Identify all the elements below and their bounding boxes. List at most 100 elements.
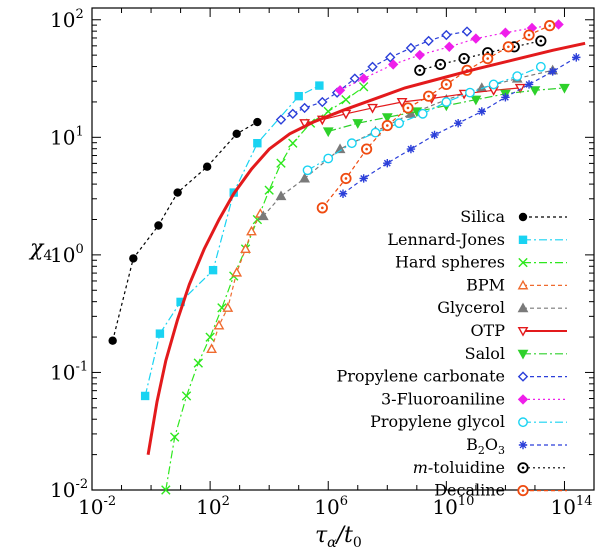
data-point xyxy=(488,79,499,90)
y-tick-label: 102 xyxy=(50,7,84,32)
data-point xyxy=(264,185,274,195)
data-point xyxy=(323,153,334,164)
series-silica xyxy=(108,117,262,345)
data-point xyxy=(381,119,393,132)
legend-marker xyxy=(517,371,529,382)
series-hard-spheres xyxy=(161,82,369,495)
legend-marker xyxy=(517,349,529,360)
data-point xyxy=(315,81,324,90)
data-point xyxy=(176,297,185,307)
data-point xyxy=(155,329,165,338)
data-point xyxy=(512,71,523,82)
legend-entry: Lennard-Jones xyxy=(387,230,567,249)
data-point xyxy=(385,52,396,63)
data-point xyxy=(423,90,435,102)
data-point xyxy=(406,144,416,154)
legend-label: Propylene glycol xyxy=(370,412,505,431)
x-tick-label: 106 xyxy=(314,494,348,519)
legend-marker xyxy=(518,257,528,268)
data-point xyxy=(470,33,482,44)
legend-entry: BPM xyxy=(466,275,567,294)
y-tick-label: 101 xyxy=(50,124,84,149)
legend-label: B2O3 xyxy=(466,435,505,457)
y-tick-label: 10-2 xyxy=(50,477,88,502)
data-point xyxy=(154,221,163,230)
series-3-fluoroaniline xyxy=(334,19,564,96)
x-tick-label: 1014 xyxy=(550,494,592,519)
legend-marker xyxy=(518,212,528,222)
legend-label: Salol xyxy=(465,344,505,363)
data-point xyxy=(529,86,541,96)
data-point xyxy=(231,266,243,277)
data-point xyxy=(367,61,378,72)
data-point xyxy=(257,210,269,221)
legend-marker xyxy=(517,279,529,290)
series-line xyxy=(262,69,553,217)
data-point xyxy=(535,35,547,47)
y-tick-labels: 10-2 10-1 100 101 102 xyxy=(50,7,88,502)
legend-label: m-toluidine xyxy=(413,458,505,477)
data-point xyxy=(501,93,510,102)
data-point xyxy=(500,27,511,38)
legend-entry: Decaline xyxy=(434,481,567,500)
data-point xyxy=(140,391,150,401)
legend-entry: 3-Fluoroaniline xyxy=(381,389,567,408)
data-point xyxy=(294,91,303,101)
data-point xyxy=(334,85,346,96)
data-point xyxy=(302,165,313,176)
data-point xyxy=(205,332,215,342)
data-point xyxy=(276,158,286,168)
legend-entry: B2O3 xyxy=(466,435,567,457)
series-b-o- xyxy=(338,53,581,198)
x-tick-label: 10-2 xyxy=(78,494,116,519)
legend-marker xyxy=(518,235,528,244)
y-tick-label: 100 xyxy=(50,242,84,267)
series-line xyxy=(144,85,320,397)
data-point xyxy=(470,95,482,106)
data-point xyxy=(548,67,557,76)
data-point xyxy=(349,73,361,84)
data-point xyxy=(396,97,408,108)
legend-entry: Propylene glycol xyxy=(370,412,567,431)
legend-marker xyxy=(518,417,528,428)
y-tick-label: 10-1 xyxy=(50,359,88,384)
legend-label: OTP xyxy=(470,321,505,340)
data-point xyxy=(193,358,204,368)
x-axis-label: τα/t0 xyxy=(315,523,362,551)
data-point xyxy=(524,80,534,89)
data-point xyxy=(358,82,369,92)
data-point xyxy=(381,113,393,123)
data-point xyxy=(370,127,381,138)
data-point xyxy=(417,108,428,119)
plot-frame xyxy=(91,7,595,491)
series-bpm xyxy=(206,208,266,353)
legend-label: Lennard-Jones xyxy=(387,230,505,249)
data-point xyxy=(275,190,287,201)
data-point xyxy=(358,73,369,84)
series-decaline xyxy=(316,20,556,214)
data-point xyxy=(299,172,311,183)
data-point xyxy=(359,174,368,183)
data-point xyxy=(288,138,298,148)
data-point xyxy=(173,188,182,197)
data-point xyxy=(383,158,392,168)
data-point xyxy=(553,19,564,30)
data-point xyxy=(414,49,425,61)
data-point xyxy=(559,83,570,94)
data-point xyxy=(253,138,262,148)
data-point xyxy=(465,87,475,98)
data-point xyxy=(253,117,262,127)
data-point xyxy=(316,202,328,214)
legend-label: Propylene carbonate xyxy=(336,367,505,386)
data-point xyxy=(572,53,581,62)
data-point xyxy=(414,64,426,76)
data-point xyxy=(352,119,364,129)
data-point xyxy=(108,336,117,345)
data-point xyxy=(208,265,218,275)
data-point xyxy=(441,97,452,107)
legend-marker xyxy=(517,484,529,497)
data-point xyxy=(544,20,556,32)
data-point xyxy=(275,114,287,125)
data-point xyxy=(222,302,234,312)
series-propylene-glycol xyxy=(302,61,546,176)
